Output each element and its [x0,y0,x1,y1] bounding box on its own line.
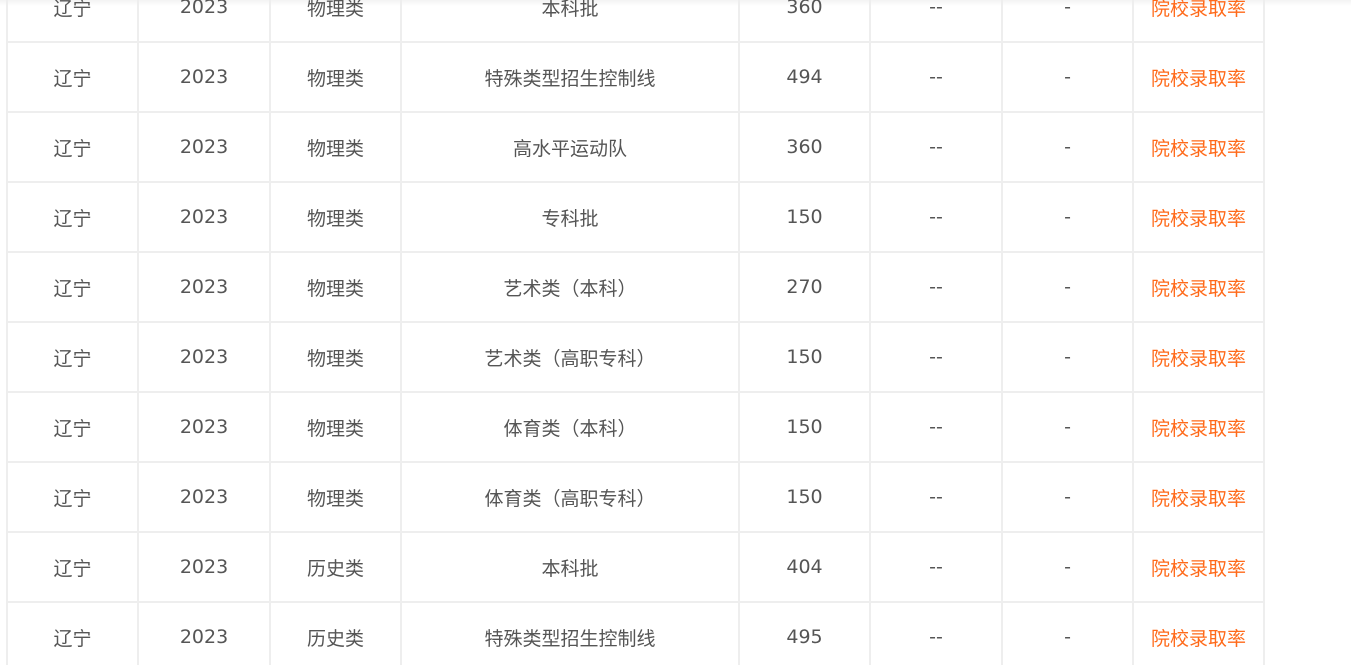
score-cell: 150 [738,321,871,393]
year-cell: 2023 [137,321,271,393]
batch-cell: 本科批 [400,0,740,43]
table-row: 辽宁 2023 物理类 特殊类型招生控制线 494 -- - 院校录取率 [6,41,1265,113]
batch-cell: 特殊类型招生控制线 [400,41,740,113]
rank-cell: -- [869,531,1003,603]
rank-cell: -- [869,391,1003,463]
score-cell: 150 [738,461,871,533]
year-cell: 2023 [137,41,271,113]
count-cell: - [1001,251,1134,323]
category-cell: 物理类 [269,181,402,253]
province-cell: 辽宁 [6,181,139,253]
count-cell: - [1001,41,1134,113]
batch-cell: 艺术类（本科） [400,251,740,323]
province-cell: 辽宁 [6,41,139,113]
count-cell: - [1001,391,1134,463]
admission-rate-link[interactable]: 院校录取率 [1132,181,1265,253]
admission-rate-link[interactable]: 院校录取率 [1132,41,1265,113]
province-cell: 辽宁 [6,0,139,43]
count-cell: - [1001,181,1134,253]
score-cell: 404 [738,531,871,603]
table-row: 辽宁 2023 物理类 艺术类（本科） 270 -- - 院校录取率 [6,251,1265,323]
rank-cell: -- [869,251,1003,323]
category-cell: 物理类 [269,461,402,533]
batch-cell: 专科批 [400,181,740,253]
batch-cell: 本科批 [400,531,740,603]
admission-rate-link[interactable]: 院校录取率 [1132,321,1265,393]
table-row: 辽宁 2023 物理类 专科批 150 -- - 院校录取率 [6,181,1265,253]
year-cell: 2023 [137,391,271,463]
category-cell: 历史类 [269,601,402,665]
admission-rate-link[interactable]: 院校录取率 [1132,0,1265,43]
year-cell: 2023 [137,111,271,183]
year-cell: 2023 [137,181,271,253]
year-cell: 2023 [137,601,271,665]
score-cell: 495 [738,601,871,665]
rank-cell: -- [869,321,1003,393]
category-cell: 历史类 [269,531,402,603]
table-row: 辽宁 2023 物理类 艺术类（高职专科） 150 -- - 院校录取率 [6,321,1265,393]
province-cell: 辽宁 [6,531,139,603]
batch-cell: 特殊类型招生控制线 [400,601,740,665]
count-cell: - [1001,461,1134,533]
rank-cell: -- [869,601,1003,665]
rank-cell: -- [869,41,1003,113]
year-cell: 2023 [137,0,271,43]
year-cell: 2023 [137,461,271,533]
count-cell: - [1001,321,1134,393]
admission-rate-link[interactable]: 院校录取率 [1132,461,1265,533]
batch-cell: 艺术类（高职专科） [400,321,740,393]
category-cell: 物理类 [269,251,402,323]
table-row: 辽宁 2023 物理类 体育类（高职专科） 150 -- - 院校录取率 [6,461,1265,533]
province-cell: 辽宁 [6,391,139,463]
admission-rate-link[interactable]: 院校录取率 [1132,601,1265,665]
batch-cell: 高水平运动队 [400,111,740,183]
batch-cell: 体育类（高职专科） [400,461,740,533]
admission-rate-link[interactable]: 院校录取率 [1132,391,1265,463]
province-cell: 辽宁 [6,601,139,665]
category-cell: 物理类 [269,41,402,113]
rank-cell: -- [869,0,1003,43]
table-row: 辽宁 2023 历史类 本科批 404 -- - 院校录取率 [6,531,1265,603]
province-cell: 辽宁 [6,461,139,533]
score-cell: 494 [738,41,871,113]
score-cell: 270 [738,251,871,323]
category-cell: 物理类 [269,391,402,463]
table-row: 辽宁 2023 物理类 本科批 360 -- - 院校录取率 [6,0,1265,43]
category-cell: 物理类 [269,0,402,43]
table-row: 辽宁 2023 历史类 特殊类型招生控制线 495 -- - 院校录取率 [6,601,1265,665]
score-cell: 360 [738,111,871,183]
category-cell: 物理类 [269,111,402,183]
count-cell: - [1001,111,1134,183]
year-cell: 2023 [137,251,271,323]
batch-cell: 体育类（本科） [400,391,740,463]
admission-rate-link[interactable]: 院校录取率 [1132,251,1265,323]
table-row: 辽宁 2023 物理类 高水平运动队 360 -- - 院校录取率 [6,111,1265,183]
year-cell: 2023 [137,531,271,603]
category-cell: 物理类 [269,321,402,393]
province-cell: 辽宁 [6,321,139,393]
rank-cell: -- [869,181,1003,253]
score-table: 辽宁 2023 物理类 本科批 360 -- - 院校录取率 辽宁 2023 物理类 特殊类型招生控制… [6,0,1265,665]
count-cell: - [1001,601,1134,665]
admission-rate-link[interactable]: 院校录取率 [1132,111,1265,183]
count-cell: - [1001,0,1134,43]
score-cell: 150 [738,391,871,463]
province-cell: 辽宁 [6,251,139,323]
admission-rate-link[interactable]: 院校录取率 [1132,531,1265,603]
rank-cell: -- [869,461,1003,533]
score-cell: 150 [738,181,871,253]
province-cell: 辽宁 [6,111,139,183]
rank-cell: -- [869,111,1003,183]
score-cell: 360 [738,0,871,43]
count-cell: - [1001,531,1134,603]
table-row: 辽宁 2023 物理类 体育类（本科） 150 -- - 院校录取率 [6,391,1265,463]
